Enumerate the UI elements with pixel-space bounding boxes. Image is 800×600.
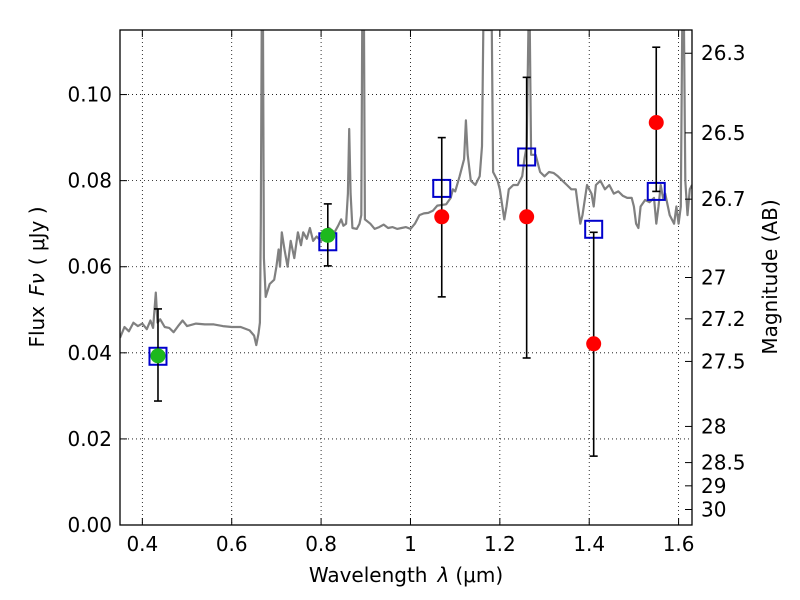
x-tick-label: 1.4 [573, 532, 605, 556]
observed-point [434, 209, 450, 225]
y2-tick-label: 30 [701, 498, 726, 522]
y-tick-label: 0.06 [67, 255, 112, 279]
y-tick-label: 0.02 [67, 427, 112, 451]
plot-area [120, 30, 692, 457]
y2-tick-label: 26.5 [701, 121, 746, 145]
axis-ticks: 0.4 0.6 0.8 1 1.2 1.4 1.6 0.00 0.02 0.04 0.06 0.08 0… [67, 30, 746, 556]
observed-point [519, 209, 535, 225]
y2-tick-label: 26.7 [701, 187, 746, 211]
x-axis-title: Wavelength λ (μm) [309, 563, 503, 587]
y-tick-label: 0.04 [67, 341, 112, 365]
x-tick-label: 0.4 [126, 532, 158, 556]
y2-tick-label: 28 [701, 414, 726, 438]
observed-point [150, 348, 166, 364]
x-tick-label: 1.6 [663, 532, 695, 556]
y2-tick-label: 27.2 [701, 307, 746, 331]
x-tick-label: 0.8 [305, 532, 337, 556]
y2-tick-label: 26.3 [701, 41, 746, 65]
x-tick-label: 1.2 [484, 532, 516, 556]
y2-tick-label: 27.5 [701, 349, 746, 373]
x-tick-label: 0.6 [216, 532, 248, 556]
y2-tick-label: 28.5 [701, 451, 746, 475]
y2-axis-title: Magnitude (AB) [758, 199, 782, 354]
y-tick-label: 0.00 [67, 513, 112, 537]
y2-tick-label: 29 [701, 474, 726, 498]
y-axis-title: FluxFν( μJy ) [25, 206, 49, 347]
spectrum-line [120, 30, 692, 347]
observed-point [648, 115, 664, 131]
y-tick-label: 0.08 [67, 169, 112, 193]
y-tick-label: 0.10 [67, 83, 112, 107]
y2-tick-label: 27 [701, 266, 726, 290]
observed-point [586, 336, 602, 352]
x-tick-label: 1 [404, 532, 417, 556]
observed-point [320, 227, 336, 243]
